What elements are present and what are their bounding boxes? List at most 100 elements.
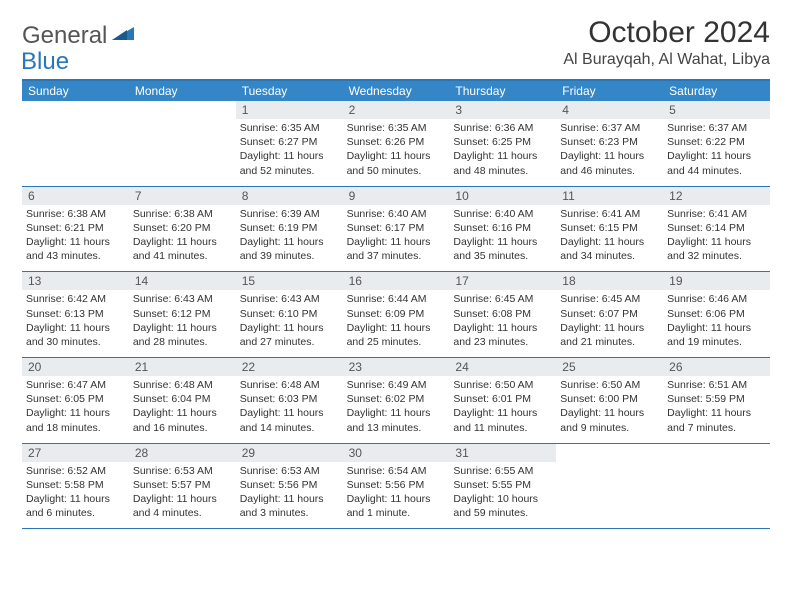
day-cell: 31Sunrise: 6:55 AMSunset: 5:55 PMDayligh… bbox=[449, 444, 556, 529]
weekday-header: Sunday bbox=[22, 81, 129, 101]
day-number-box: 8 bbox=[236, 187, 343, 205]
sunset-line: Sunset: 6:00 PM bbox=[560, 392, 659, 406]
day-number-box: 31 bbox=[449, 444, 556, 462]
day-cell: 10Sunrise: 6:40 AMSunset: 6:16 PMDayligh… bbox=[449, 187, 556, 272]
daylight-line: Daylight: 11 hours bbox=[667, 406, 766, 420]
daylight-line: and 9 minutes. bbox=[560, 421, 659, 435]
day-number-box: 18 bbox=[556, 272, 663, 290]
day-number-box: 5 bbox=[663, 101, 770, 119]
sunset-line: Sunset: 6:06 PM bbox=[667, 307, 766, 321]
sunset-line: Sunset: 5:56 PM bbox=[240, 478, 339, 492]
week-row: 27Sunrise: 6:52 AMSunset: 5:58 PMDayligh… bbox=[22, 444, 770, 530]
day-number: 3 bbox=[455, 103, 550, 117]
daylight-line: and 25 minutes. bbox=[347, 335, 446, 349]
day-number-box: 22 bbox=[236, 358, 343, 376]
day-number: 2 bbox=[349, 103, 444, 117]
day-cell: 13Sunrise: 6:42 AMSunset: 6:13 PMDayligh… bbox=[22, 272, 129, 357]
day-cell bbox=[129, 101, 236, 186]
daylight-line: Daylight: 11 hours bbox=[347, 492, 446, 506]
sunset-line: Sunset: 6:22 PM bbox=[667, 135, 766, 149]
day-number-box: 4 bbox=[556, 101, 663, 119]
day-number-box: 24 bbox=[449, 358, 556, 376]
sunrise-line: Sunrise: 6:47 AM bbox=[26, 378, 125, 392]
day-number-box: 29 bbox=[236, 444, 343, 462]
daylight-line: Daylight: 11 hours bbox=[240, 492, 339, 506]
weekday-header-row: SundayMondayTuesdayWednesdayThursdayFrid… bbox=[22, 81, 770, 101]
sunset-line: Sunset: 6:03 PM bbox=[240, 392, 339, 406]
logo-triangle-icon bbox=[112, 24, 134, 45]
title-block: October 2024 Al Burayqah, Al Wahat, Liby… bbox=[563, 16, 770, 69]
day-cell: 16Sunrise: 6:44 AMSunset: 6:09 PMDayligh… bbox=[343, 272, 450, 357]
day-number-box: 15 bbox=[236, 272, 343, 290]
sunrise-line: Sunrise: 6:52 AM bbox=[26, 464, 125, 478]
day-number: 30 bbox=[349, 446, 444, 460]
day-number: 26 bbox=[669, 360, 764, 374]
sunset-line: Sunset: 6:20 PM bbox=[133, 221, 232, 235]
daylight-line: and 19 minutes. bbox=[667, 335, 766, 349]
daylight-line: Daylight: 11 hours bbox=[453, 406, 552, 420]
daylight-line: Daylight: 11 hours bbox=[347, 406, 446, 420]
day-cell: 24Sunrise: 6:50 AMSunset: 6:01 PMDayligh… bbox=[449, 358, 556, 443]
daylight-line: Daylight: 11 hours bbox=[26, 492, 125, 506]
sunset-line: Sunset: 6:17 PM bbox=[347, 221, 446, 235]
day-number-box: 16 bbox=[343, 272, 450, 290]
daylight-line: and 32 minutes. bbox=[667, 249, 766, 263]
day-number-box: 2 bbox=[343, 101, 450, 119]
week-row: 6Sunrise: 6:38 AMSunset: 6:21 PMDaylight… bbox=[22, 187, 770, 273]
day-number: 13 bbox=[28, 274, 123, 288]
sunset-line: Sunset: 6:10 PM bbox=[240, 307, 339, 321]
daylight-line: and 7 minutes. bbox=[667, 421, 766, 435]
weekday-header: Tuesday bbox=[236, 81, 343, 101]
daylight-line: Daylight: 11 hours bbox=[133, 406, 232, 420]
day-number-box: 27 bbox=[22, 444, 129, 462]
day-number-box: 26 bbox=[663, 358, 770, 376]
day-number: 29 bbox=[242, 446, 337, 460]
day-number: 15 bbox=[242, 274, 337, 288]
sunset-line: Sunset: 6:09 PM bbox=[347, 307, 446, 321]
daylight-line: Daylight: 11 hours bbox=[667, 321, 766, 335]
day-number: 17 bbox=[455, 274, 550, 288]
sunset-line: Sunset: 6:13 PM bbox=[26, 307, 125, 321]
sunrise-line: Sunrise: 6:40 AM bbox=[347, 207, 446, 221]
daylight-line: Daylight: 11 hours bbox=[347, 321, 446, 335]
day-cell: 22Sunrise: 6:48 AMSunset: 6:03 PMDayligh… bbox=[236, 358, 343, 443]
day-number-box: 6 bbox=[22, 187, 129, 205]
sunrise-line: Sunrise: 6:38 AM bbox=[133, 207, 232, 221]
sunrise-line: Sunrise: 6:54 AM bbox=[347, 464, 446, 478]
day-number: 27 bbox=[28, 446, 123, 460]
sunrise-line: Sunrise: 6:51 AM bbox=[667, 378, 766, 392]
day-number: 12 bbox=[669, 189, 764, 203]
daylight-line: Daylight: 11 hours bbox=[347, 149, 446, 163]
daylight-line: and 27 minutes. bbox=[240, 335, 339, 349]
day-number: 10 bbox=[455, 189, 550, 203]
daylight-line: Daylight: 11 hours bbox=[453, 235, 552, 249]
daylight-line: Daylight: 11 hours bbox=[347, 235, 446, 249]
day-cell: 8Sunrise: 6:39 AMSunset: 6:19 PMDaylight… bbox=[236, 187, 343, 272]
sunset-line: Sunset: 6:07 PM bbox=[560, 307, 659, 321]
daylight-line: and 28 minutes. bbox=[133, 335, 232, 349]
day-number: 16 bbox=[349, 274, 444, 288]
day-number-box: 3 bbox=[449, 101, 556, 119]
daylight-line: Daylight: 10 hours bbox=[453, 492, 552, 506]
daylight-line: and 41 minutes. bbox=[133, 249, 232, 263]
sunrise-line: Sunrise: 6:35 AM bbox=[347, 121, 446, 135]
daylight-line: and 59 minutes. bbox=[453, 506, 552, 520]
daylight-line: Daylight: 11 hours bbox=[26, 406, 125, 420]
sunrise-line: Sunrise: 6:43 AM bbox=[240, 292, 339, 306]
sunrise-line: Sunrise: 6:43 AM bbox=[133, 292, 232, 306]
day-cell bbox=[22, 101, 129, 186]
weekday-header: Monday bbox=[129, 81, 236, 101]
sunset-line: Sunset: 5:55 PM bbox=[453, 478, 552, 492]
day-number-box: 25 bbox=[556, 358, 663, 376]
sunset-line: Sunset: 5:58 PM bbox=[26, 478, 125, 492]
sunrise-line: Sunrise: 6:42 AM bbox=[26, 292, 125, 306]
sunset-line: Sunset: 6:19 PM bbox=[240, 221, 339, 235]
sunrise-line: Sunrise: 6:36 AM bbox=[453, 121, 552, 135]
daylight-line: Daylight: 11 hours bbox=[560, 406, 659, 420]
day-cell: 12Sunrise: 6:41 AMSunset: 6:14 PMDayligh… bbox=[663, 187, 770, 272]
sunrise-line: Sunrise: 6:41 AM bbox=[667, 207, 766, 221]
sunset-line: Sunset: 6:14 PM bbox=[667, 221, 766, 235]
sunrise-line: Sunrise: 6:45 AM bbox=[453, 292, 552, 306]
daylight-line: Daylight: 11 hours bbox=[453, 321, 552, 335]
day-cell: 28Sunrise: 6:53 AMSunset: 5:57 PMDayligh… bbox=[129, 444, 236, 529]
